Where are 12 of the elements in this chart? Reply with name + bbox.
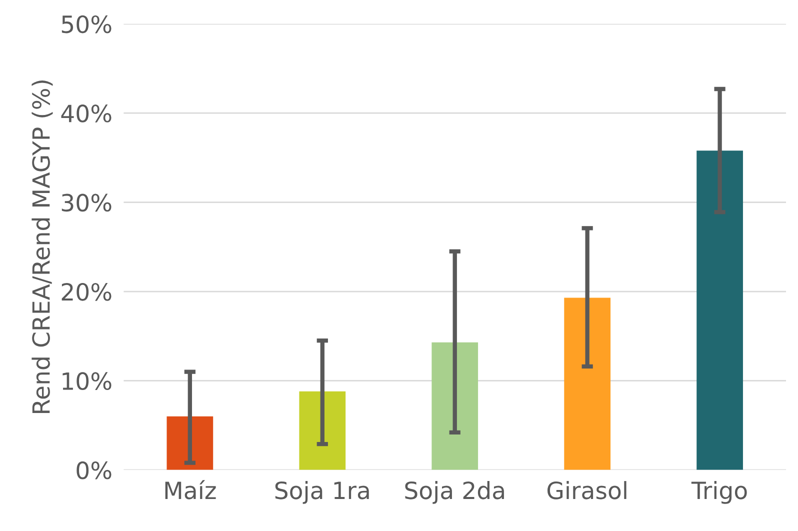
y-tick-label: 30%	[62, 194, 112, 212]
y-tick-label: 50%	[62, 15, 112, 34]
y-tick-label: 40%	[61, 104, 112, 122]
x-tick-label: Soja 1ra	[275, 481, 369, 504]
y-tick-label: 10%	[62, 372, 112, 390]
y-axis-title: Rend CREA/Rend MAGYP (%)	[32, 80, 53, 414]
y-tick-label: 0%	[76, 461, 112, 480]
y-tick-label: 20%	[62, 282, 112, 301]
x-tick-label: Soja 2da	[405, 481, 504, 504]
x-tick-label: Girasol	[547, 481, 626, 500]
x-tick-label: Trigo	[691, 481, 747, 504]
x-tick-label: Maíz	[165, 480, 216, 500]
